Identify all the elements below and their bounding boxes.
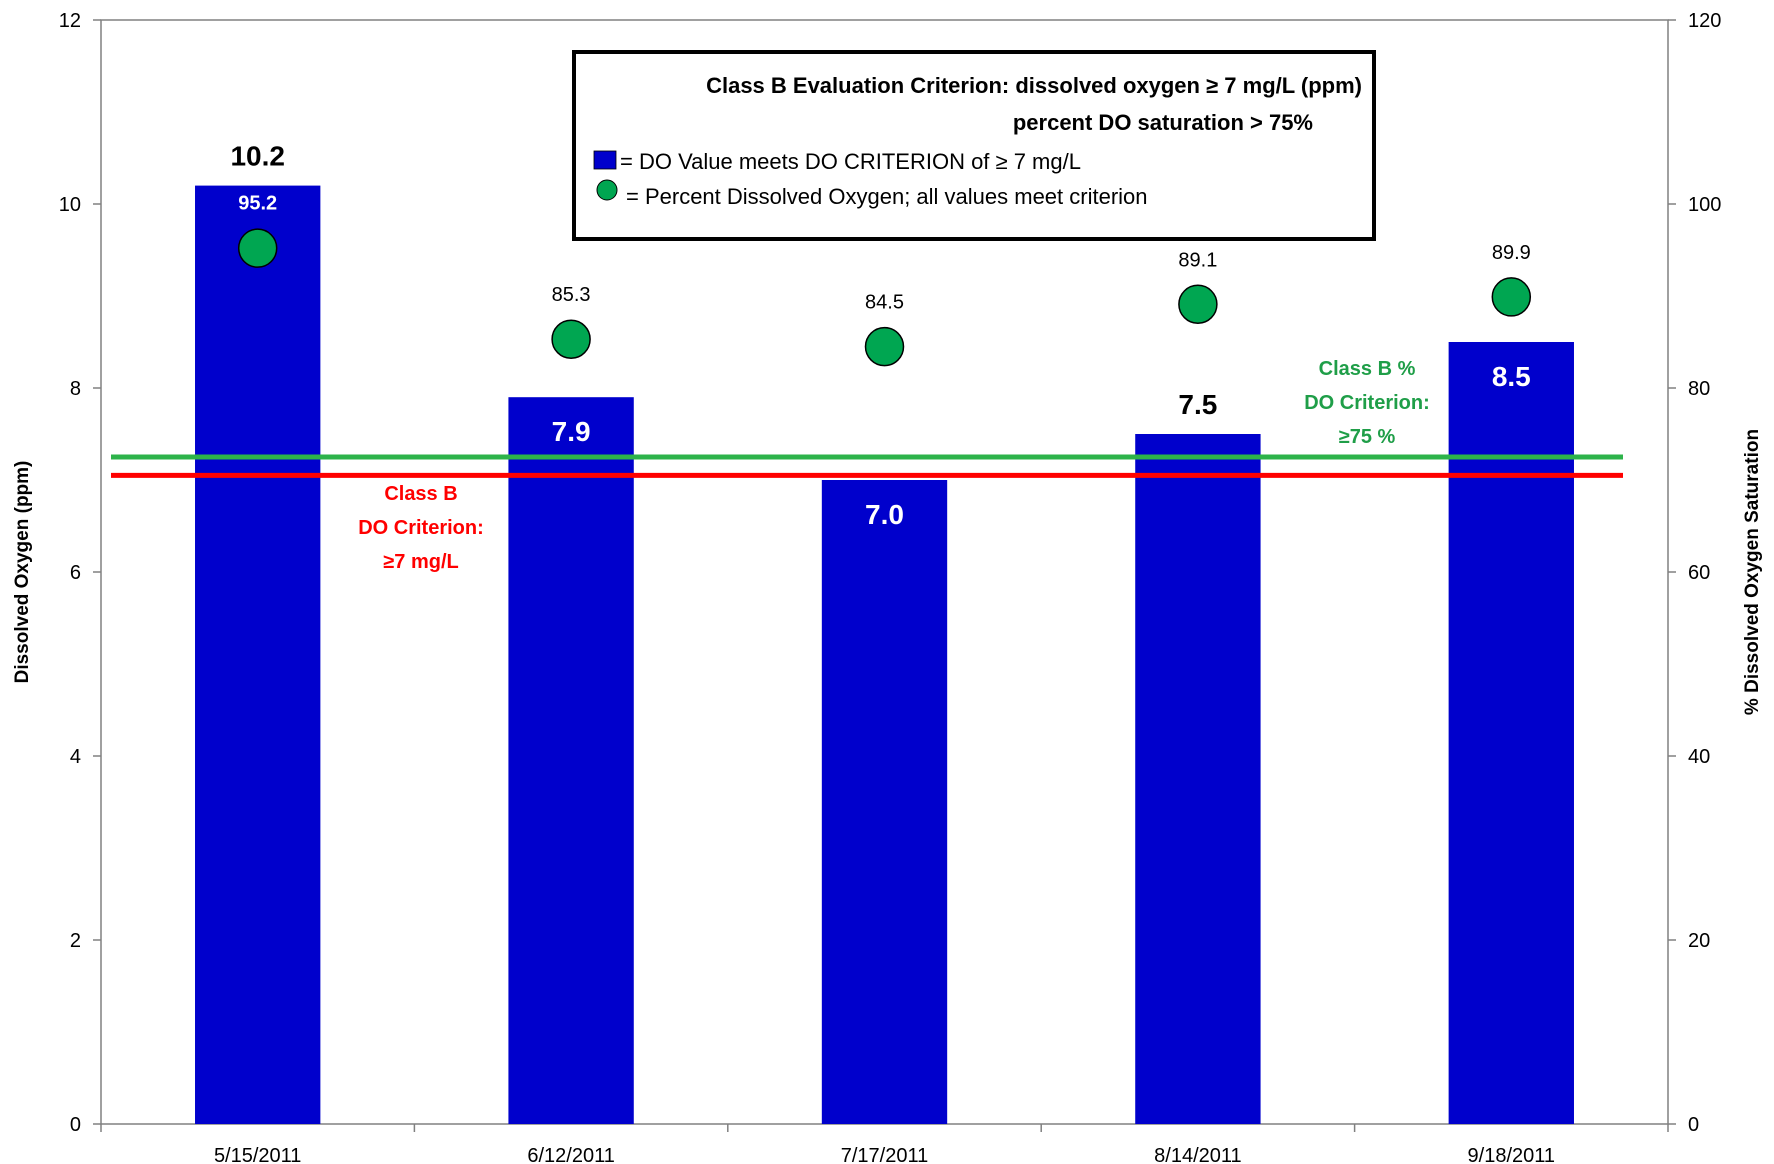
bar-9/18/2011 (1448, 342, 1574, 1124)
y-axis-title: Dissolved Oxygen (ppm) (12, 461, 33, 684)
bar-value-label: 7.5 (1178, 389, 1217, 420)
x-tick-label: 8/14/2011 (1154, 1145, 1242, 1164)
x-tick-label: 6/12/2011 (527, 1145, 615, 1164)
legend-point-swatch (596, 179, 618, 201)
x-tick-label: 7/17/2011 (841, 1145, 929, 1164)
legend-bar-swatch (593, 150, 617, 170)
point-value-label: 84.5 (865, 292, 904, 314)
legend-item-bar: = DO Value meets DO CRITERION of ≥ 7 mg/… (620, 149, 1081, 174)
y-tick-label: 8 (70, 378, 81, 400)
x-tick-label: 9/18/2011 (1468, 1145, 1556, 1164)
percent-do-point-9/18/2011 (1491, 277, 1532, 317)
y2-tick-label: 80 (1688, 378, 1710, 400)
percent-do-criterion-label: Class B % (1319, 358, 1416, 380)
y-tick-label: 12 (59, 10, 81, 32)
percent-do-point-7/17/2011 (864, 326, 905, 367)
percent-do-criterion-label: ≥75 % (1339, 426, 1396, 448)
do-criterion-label: ≥7 mg/L (383, 551, 458, 573)
point-value-label: 95.2 (238, 193, 277, 215)
percent-do-point-5/15/2011 (237, 228, 278, 268)
y2-tick-label: 20 (1688, 930, 1710, 952)
bar-8/14/2011 (1135, 434, 1261, 1124)
y-tick-label: 0 (70, 1114, 81, 1136)
y2-tick-label: 120 (1688, 10, 1721, 32)
y-tick-label: 4 (70, 746, 81, 768)
y-tick-label: 6 (70, 562, 81, 584)
bar-value-label: 7.0 (865, 499, 904, 530)
bar-value-label: 8.5 (1492, 361, 1531, 392)
point-value-label: 85.3 (552, 284, 591, 306)
bar-5/15/2011 (195, 185, 321, 1125)
y-tick-label: 10 (59, 194, 81, 216)
legend-title-line2: percent DO saturation > 75% (1013, 110, 1313, 135)
y-tick-label: 2 (70, 930, 81, 952)
percent-do-criterion-label: DO Criterion: (1304, 392, 1430, 414)
legend-title-line1: Class B Evaluation Criterion: dissolved … (706, 73, 1362, 98)
point-value-label: 89.1 (1178, 249, 1217, 271)
bar-7/17/2011 (821, 480, 948, 1124)
y2-axis-title: % Dissolved Oxygen Saturation (1742, 429, 1763, 715)
bar-6/12/2011 (508, 397, 634, 1124)
y2-tick-label: 100 (1688, 194, 1721, 216)
legend-item-point: = Percent Dissolved Oxygen; all values m… (626, 184, 1148, 209)
do-criterion-label: Class B (384, 483, 457, 505)
y2-tick-label: 60 (1688, 562, 1710, 584)
percent-do-point-6/12/2011 (551, 319, 591, 359)
bar-value-label: 7.9 (552, 416, 591, 447)
do-criterion-label: DO Criterion: (358, 517, 484, 539)
bar-value-label: 10.2 (230, 141, 285, 172)
legend-box (572, 50, 1376, 241)
percent-do-point-8/14/2011 (1178, 284, 1218, 325)
y2-tick-label: 40 (1688, 746, 1710, 768)
x-tick-label: 5/15/2011 (214, 1145, 302, 1164)
point-value-label: 89.9 (1492, 242, 1531, 264)
y2-tick-label: 0 (1688, 1114, 1699, 1136)
